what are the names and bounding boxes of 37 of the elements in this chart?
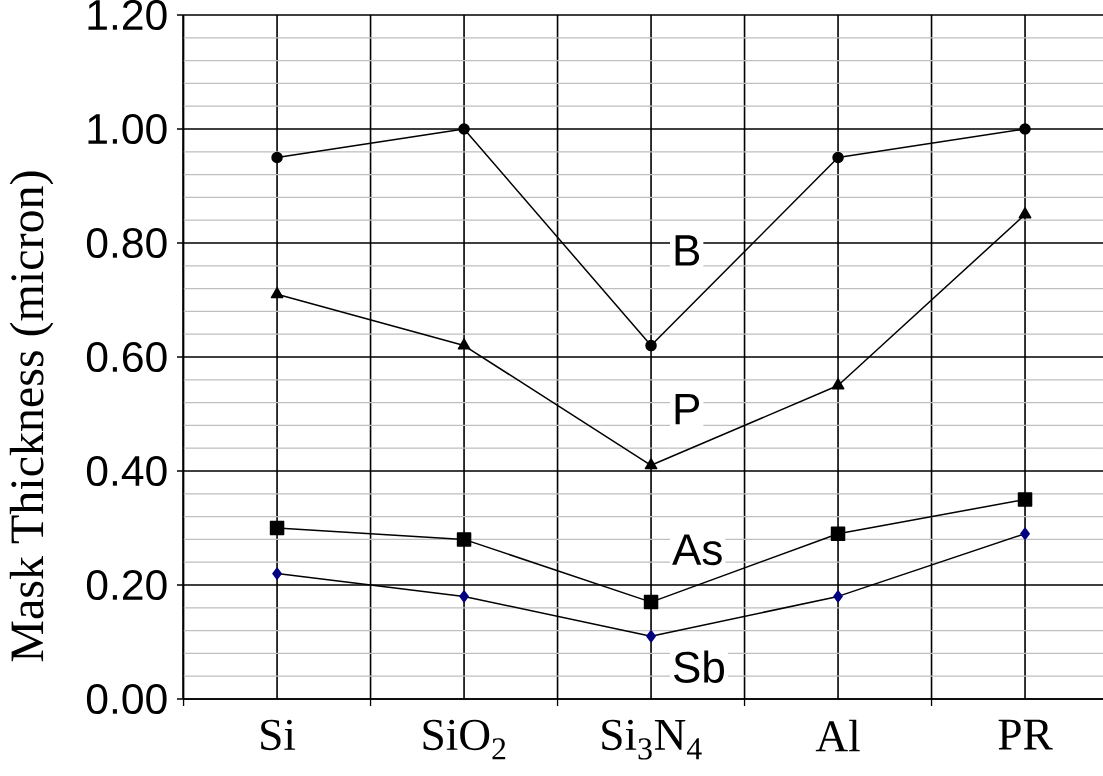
point [1018, 207, 1032, 219]
y-tick-label: 0.40 [86, 455, 167, 487]
point [1020, 527, 1030, 540]
point [269, 520, 285, 536]
point [832, 151, 844, 164]
y-tick-label: 0.00 [86, 683, 167, 715]
point [457, 338, 471, 350]
x-tick-label: PR [998, 719, 1053, 750]
y-tick-label: 1.00 [88, 113, 167, 145]
series-label: Sb [674, 650, 724, 683]
y-axis-title: Mask Thickness (micron) [9, 171, 54, 662]
y-tick-label: 0.60 [86, 341, 167, 373]
point [830, 526, 846, 541]
point [643, 594, 659, 610]
point [645, 339, 657, 352]
x-tick-label: Si [261, 719, 296, 751]
x-tick-label: Al [815, 719, 860, 752]
point [1017, 492, 1033, 507]
point [271, 151, 283, 164]
point [272, 567, 282, 580]
point [456, 532, 472, 547]
series-label: As [672, 534, 722, 566]
series-label: B [675, 235, 700, 266]
x-tick-label: SiO$_{2}$ [423, 719, 506, 760]
point [1019, 123, 1031, 135]
point [646, 630, 656, 643]
point [831, 378, 845, 390]
x-tick-label: Si$_{3}$N$_{4}$ [602, 719, 702, 760]
point [644, 458, 658, 470]
point [459, 590, 469, 603]
point [458, 123, 470, 135]
y-tick-label: 0.20 [86, 569, 167, 601]
point [270, 287, 284, 299]
y-tick-label: 0.80 [86, 227, 167, 259]
y-tick-label: 1.20 [88, 0, 167, 31]
series-label: P [675, 394, 700, 425]
point [833, 590, 843, 603]
